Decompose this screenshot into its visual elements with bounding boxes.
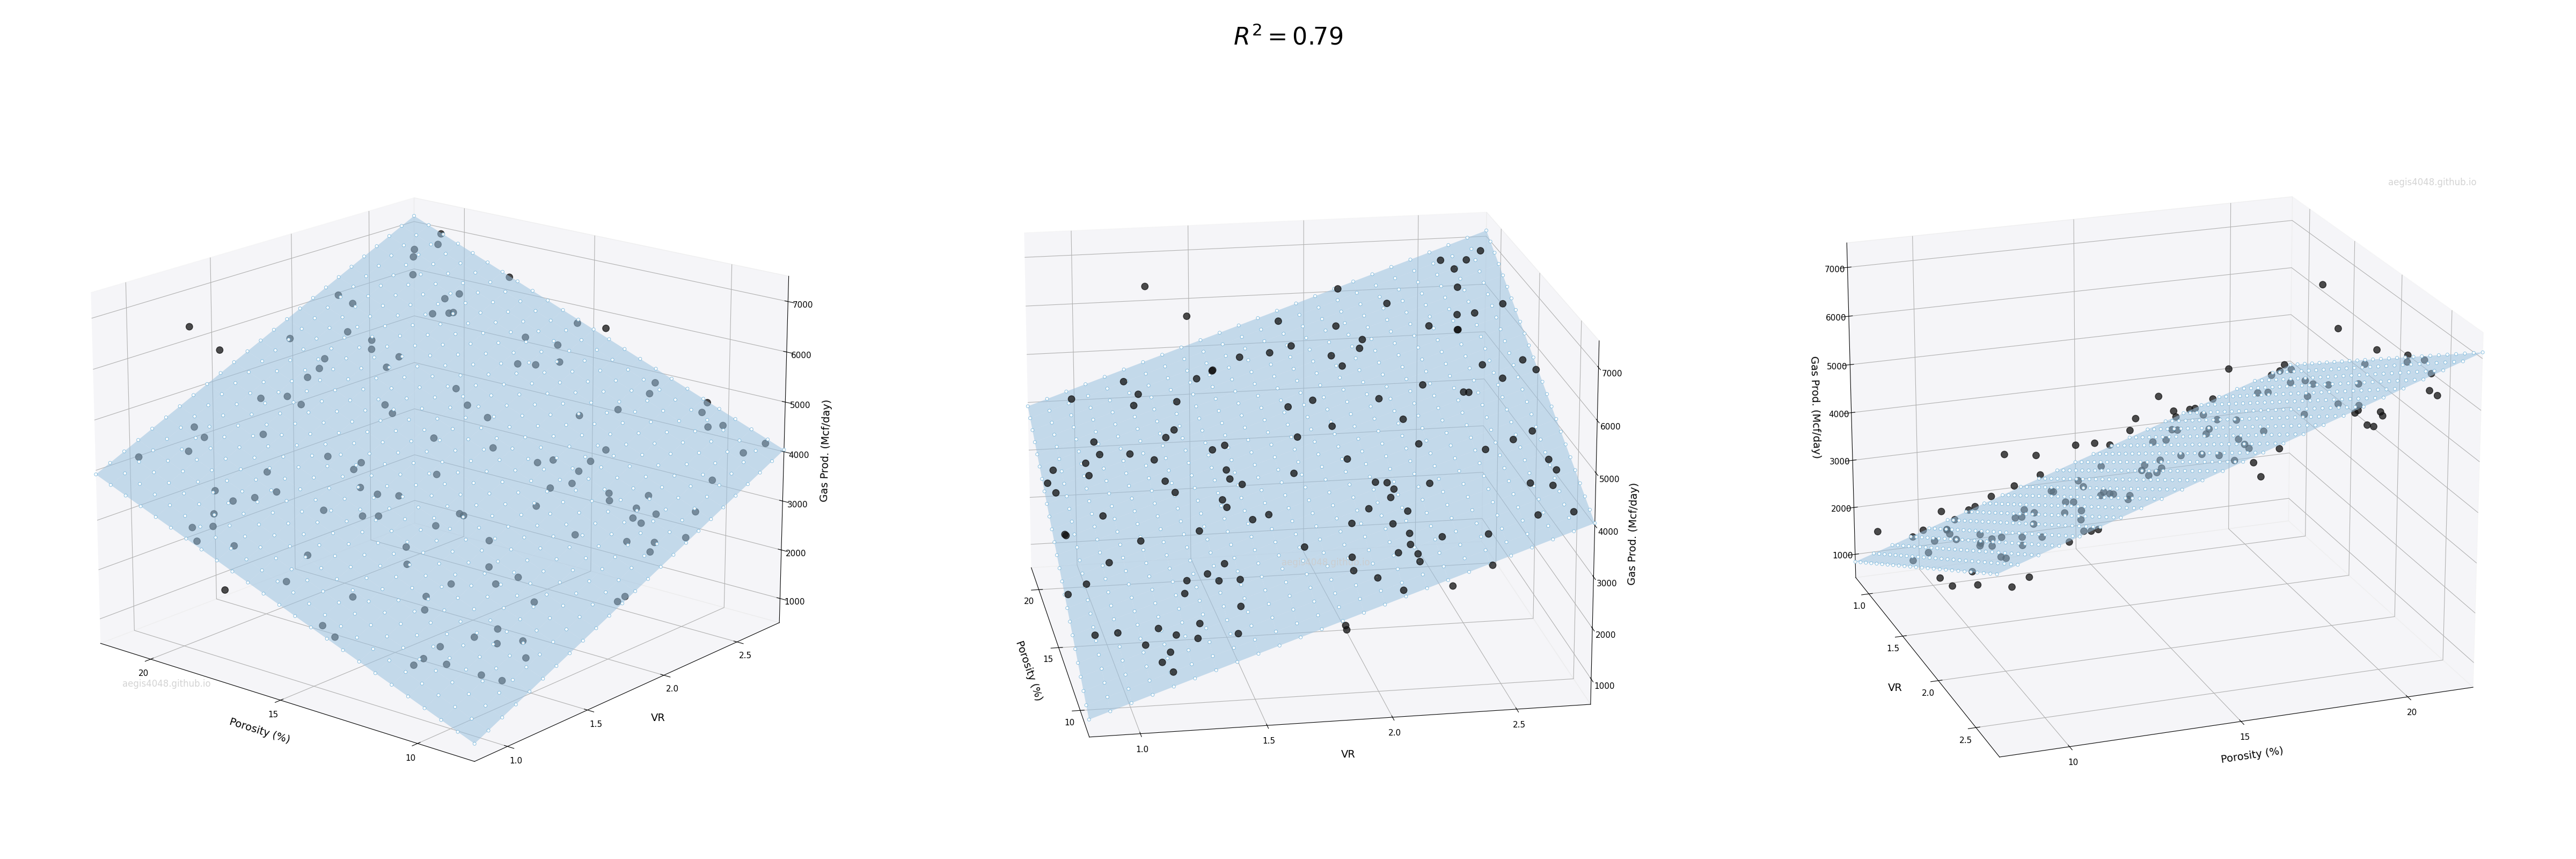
Text: $R^2 = 0.79$: $R^2 = 0.79$ [1234,26,1342,50]
X-axis label: Porosity (%): Porosity (%) [229,716,291,746]
Text: aegis4048.github.io: aegis4048.github.io [2388,178,2476,187]
Y-axis label: VR: VR [1888,683,1901,693]
X-axis label: Porosity (%): Porosity (%) [1015,639,1043,702]
Text: aegis4048.github.io: aegis4048.github.io [1283,557,1370,567]
Y-axis label: VR: VR [1342,749,1355,759]
X-axis label: Porosity (%): Porosity (%) [2221,746,2285,765]
Text: aegis4048.github.io: aegis4048.github.io [121,679,211,689]
Y-axis label: VR: VR [652,713,665,723]
